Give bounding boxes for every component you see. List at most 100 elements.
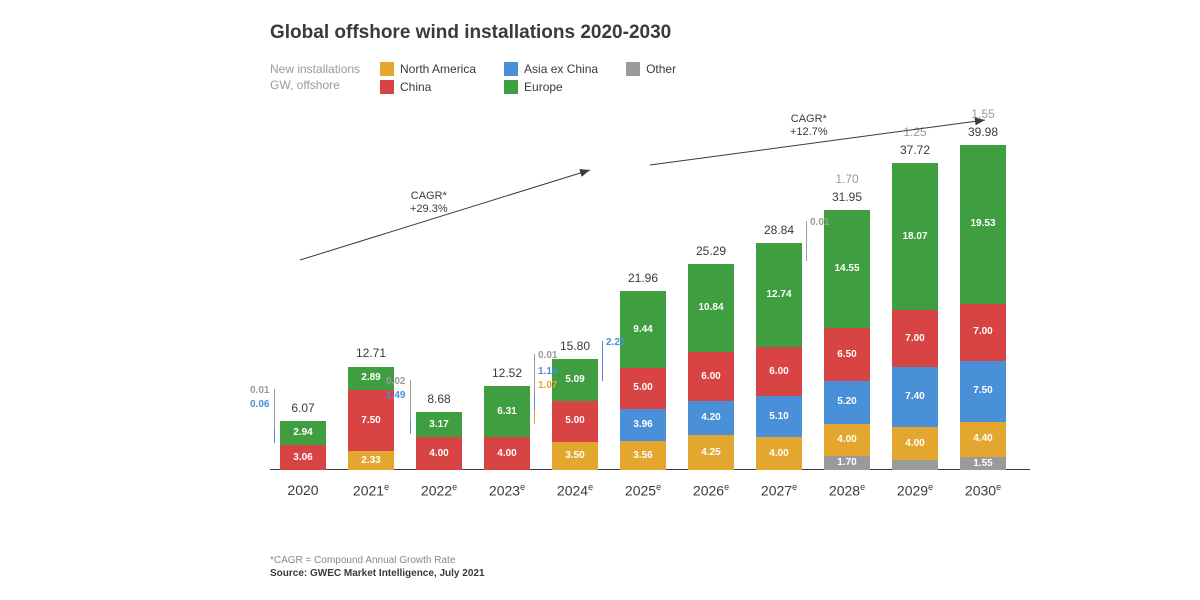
callout-2023-other: 0.01 [538, 350, 557, 361]
callout-line-2022-other [410, 380, 411, 420]
total-label-2026: 25.29 [688, 244, 734, 258]
legend-note: New installations GW, offshore [270, 62, 360, 93]
seg-label-2021-europe: 2.89 [361, 373, 380, 383]
cagr-label-1: CAGR*+12.7% [790, 113, 828, 139]
seg-label-2030-asia_ex_china: 7.50 [973, 386, 992, 396]
bar-2025: 3.563.965.009.4421.96 [620, 291, 666, 470]
total-label-2020: 6.07 [280, 401, 326, 415]
callout-2027-other: 0.01 [810, 217, 829, 228]
seg-2020-europe: 2.94 [280, 421, 326, 445]
total-label-2028: 31.95 [824, 190, 870, 204]
seg-2027-europe: 12.74 [756, 243, 802, 347]
callout-line-2027-other [806, 221, 807, 261]
seg-label-2024-china: 5.00 [565, 416, 584, 426]
total-label-2021: 12.71 [348, 346, 394, 360]
total-label-2024: 15.80 [552, 339, 598, 353]
other-callout-2028: 1.70 [824, 172, 870, 186]
seg-2027-china: 6.00 [756, 347, 802, 396]
seg-label-2025-north_america: 3.56 [633, 451, 652, 461]
seg-label-2020-china: 3.06 [293, 453, 312, 463]
legend-swatch-north_america [380, 62, 394, 76]
seg-2028-china: 6.50 [824, 328, 870, 381]
legend-label-europe: Europe [524, 80, 563, 94]
seg-2024-north_america: 3.50 [552, 442, 598, 470]
legend-swatch-china [380, 80, 394, 94]
seg-2026-europe: 10.84 [688, 264, 734, 352]
seg-2028-asia_ex_china: 5.20 [824, 381, 870, 423]
seg-2024-china: 5.00 [552, 401, 598, 442]
legend-note-line2: GW, offshore [270, 78, 360, 94]
year-label-2030: 2030e [943, 482, 1023, 499]
seg-label-2030-europe: 19.53 [970, 219, 995, 229]
seg-label-2026-china: 6.00 [701, 372, 720, 382]
total-label-2030: 39.98 [960, 125, 1006, 139]
callout-2022-other: 0.02 [386, 376, 405, 387]
seg-2025-europe: 9.44 [620, 291, 666, 368]
seg-label-2026-europe: 10.84 [698, 303, 723, 313]
legend-swatch-asia_ex_china [504, 62, 518, 76]
seg-label-2027-china: 6.00 [769, 367, 788, 377]
chart-root: Global offshore wind installations 2020-… [0, 0, 1200, 600]
seg-2029-north_america: 4.00 [892, 427, 938, 460]
seg-label-2029-north_america: 4.00 [905, 439, 924, 449]
seg-2030-asia_ex_china: 7.50 [960, 361, 1006, 422]
seg-label-2023-china: 4.00 [497, 449, 516, 459]
seg-label-2027-north_america: 4.00 [769, 449, 788, 459]
legend: North America China Asia ex China Europe Oth… [380, 62, 676, 94]
plot-area: 3.062.946.072.337.502.8912.714.003.178.6… [270, 120, 1030, 470]
total-label-2023: 12.52 [484, 366, 530, 380]
seg-2030-other: 1.55 [960, 457, 1006, 470]
seg-label-2030-other: 1.55 [973, 459, 992, 469]
seg-label-2025-europe: 9.44 [633, 325, 652, 335]
seg-2025-north_america: 3.56 [620, 441, 666, 470]
seg-2024-europe: 5.09 [552, 359, 598, 400]
seg-2025-china: 5.00 [620, 368, 666, 409]
seg-label-2030-china: 7.00 [973, 327, 992, 337]
seg-label-2020-europe: 2.94 [293, 428, 312, 438]
bar-2022: 4.003.178.68 [416, 412, 462, 470]
bar-2027: 4.005.106.0012.7428.84 [756, 243, 802, 470]
seg-label-2022-europe: 3.17 [429, 420, 448, 430]
callout-2023-asia_ex_china: 1.14 [538, 366, 557, 377]
legend-label-other: Other [646, 62, 676, 76]
seg-2027-asia_ex_china: 5.10 [756, 396, 802, 438]
chart-title: Global offshore wind installations 2020-… [270, 22, 671, 44]
legend-swatch-other [626, 62, 640, 76]
seg-label-2027-asia_ex_china: 5.10 [769, 412, 788, 422]
seg-label-2028-north_america: 4.00 [837, 435, 856, 445]
bar-2023: 4.006.3112.52 [484, 386, 530, 470]
seg-2026-china: 6.00 [688, 352, 734, 401]
legend-label-asia_ex_china: Asia ex China [524, 62, 598, 76]
legend-item-asia_ex_china: Asia ex China [504, 62, 598, 76]
seg-2023-europe: 6.31 [484, 386, 530, 437]
seg-label-2024-europe: 5.09 [565, 375, 584, 385]
legend-item-north_america: North America [380, 62, 476, 76]
seg-2025-asia_ex_china: 3.96 [620, 409, 666, 441]
bar-2020: 3.062.946.07 [280, 421, 326, 470]
total-label-2027: 28.84 [756, 223, 802, 237]
callout-line-2023-other [534, 354, 535, 394]
other-callout-2029: 1.25 [892, 125, 938, 139]
seg-label-2023-europe: 6.31 [497, 407, 516, 417]
total-label-2029: 37.72 [892, 143, 938, 157]
source: Source: GWEC Market Intelligence, July 2… [270, 568, 485, 579]
bar-2028: 1.704.005.206.5014.5531.951.70 [824, 210, 870, 470]
bar-2029: 4.007.407.0018.0737.721.25 [892, 163, 938, 470]
total-label-2025: 21.96 [620, 271, 666, 285]
legend-item-europe: Europe [504, 80, 598, 94]
seg-2023-china: 4.00 [484, 437, 530, 470]
seg-2030-china: 7.00 [960, 304, 1006, 361]
seg-label-2029-asia_ex_china: 7.40 [905, 392, 924, 402]
seg-label-2026-north_america: 4.25 [701, 448, 720, 458]
seg-2020-china: 3.06 [280, 445, 326, 470]
callout-2020-asia_ex_china: 0.06 [250, 399, 269, 410]
seg-2028-north_america: 4.00 [824, 424, 870, 457]
seg-2022-china: 4.00 [416, 437, 462, 470]
seg-2030-europe: 19.53 [960, 145, 1006, 304]
callout-2024-asia_ex_china: 2.21 [606, 337, 625, 348]
legend-item-china: China [380, 80, 476, 94]
seg-label-2028-china: 6.50 [837, 350, 856, 360]
seg-2029-china: 7.00 [892, 310, 938, 367]
seg-label-2024-north_america: 3.50 [565, 451, 584, 461]
seg-label-2030-north_america: 4.40 [973, 434, 992, 444]
